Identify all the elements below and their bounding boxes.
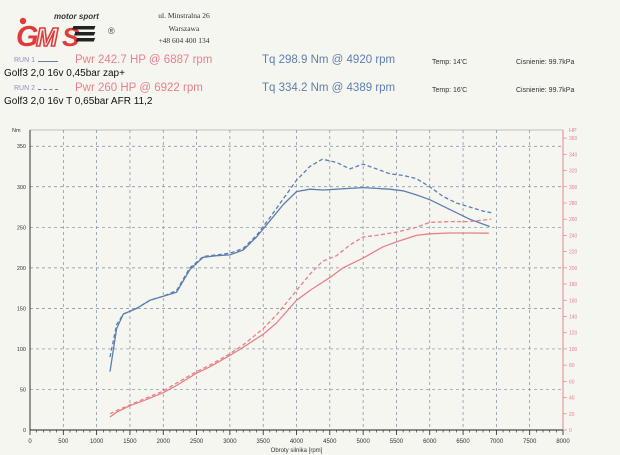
left-tick-label: 350 xyxy=(17,144,26,150)
x-tick-label: 4500 xyxy=(323,439,337,445)
right-tick-label: 260 xyxy=(569,217,578,223)
torque-series-run-2 xyxy=(109,158,492,358)
right-tick-label: 80 xyxy=(569,363,575,369)
left-axis-unit: Nm xyxy=(12,128,21,134)
right-tick-label: 220 xyxy=(569,250,578,256)
svg-text:G: G xyxy=(16,21,39,52)
left-tick-label: 50 xyxy=(20,387,26,393)
run2-torque: Tq 334.2 Nm @ 4389 rpm xyxy=(262,82,396,94)
torque-series-run-1 xyxy=(109,186,490,372)
right-tick-label: 280 xyxy=(569,201,578,207)
right-tick-label: 120 xyxy=(569,331,578,337)
x-tick-label: 5000 xyxy=(356,439,370,445)
run1-power: Pwr 242.7 HP @ 6887 rpm xyxy=(75,54,213,66)
x-tick-label: 8000 xyxy=(556,439,570,445)
right-tick-label: 340 xyxy=(569,152,578,158)
x-tick-label: 3000 xyxy=(223,439,237,445)
run2-temp: Temp: 16'C xyxy=(432,87,468,94)
x-tick-label: 6500 xyxy=(456,439,470,445)
x-tick-label: 1500 xyxy=(123,439,137,445)
run2-legend-line xyxy=(38,89,58,90)
x-tick-label: 500 xyxy=(58,439,69,445)
right-tick-label: 100 xyxy=(569,347,578,353)
right-tick-label: 300 xyxy=(569,185,578,191)
x-tick-label: 7000 xyxy=(490,439,504,445)
left-tick-label: 200 xyxy=(17,266,26,272)
run1-pressure: Cisnienie: 99.7kPa xyxy=(516,59,575,66)
x-axis-label: Obroty silnika [rpm] xyxy=(271,448,323,454)
dyno-chart: 0 500 1000 1500 2000 2500 3000 3500 4000 4500 5000… xyxy=(12,128,578,454)
x-tick-label: 1000 xyxy=(90,439,104,445)
svg-text:M: M xyxy=(36,22,59,52)
right-tick-label: 20 xyxy=(569,412,575,418)
power-series-run-2 xyxy=(109,218,492,415)
run1-config: Golf3 2,0 16v 0,45bar zap+ xyxy=(4,68,125,79)
run2-label: RUN 2 xyxy=(14,85,36,92)
left-tick-label: 250 xyxy=(17,225,26,231)
left-tick-label: 0 xyxy=(23,428,26,434)
left-tick-label: 300 xyxy=(17,185,26,191)
right-tick-label: 360 xyxy=(569,136,578,142)
left-tick-label: 100 xyxy=(17,347,26,353)
gms-motorsport-logo: motor sport G M S ® xyxy=(16,12,115,52)
run1-temp: Temp: 14'C xyxy=(432,59,468,66)
run2-pressure: Cisnienie: 99.7kPa xyxy=(516,87,575,94)
svg-text:®: ® xyxy=(108,26,115,36)
right-axis-unit: HP xyxy=(569,128,577,134)
address-street: ul. Minstralna 26 xyxy=(158,11,210,20)
run2-config: Golf3 2,0 16v T 0,65bar AFR 11,2 xyxy=(4,96,153,107)
right-tick-label: 160 xyxy=(569,298,578,304)
company-address: ul. Minstralna 26 Warszawa +48 604 400 1… xyxy=(148,10,220,48)
address-phone: +48 604 400 134 xyxy=(158,36,210,45)
run1-torque: Tq 298.9 Nm @ 4920 rpm xyxy=(262,54,396,66)
x-tick-label: 0 xyxy=(28,439,32,445)
right-tick-label: 140 xyxy=(569,314,578,320)
svg-text:motor sport: motor sport xyxy=(54,12,99,21)
x-tick-label: 5500 xyxy=(390,439,404,445)
right-tick-label: 240 xyxy=(569,233,578,239)
address-city: Warszawa xyxy=(168,23,200,33)
power-series-run-1 xyxy=(109,232,489,418)
right-tick-label: 180 xyxy=(569,282,578,288)
right-tick-label: 200 xyxy=(569,266,578,272)
right-tick-label: 320 xyxy=(569,169,578,175)
run1-label: RUN 1 xyxy=(14,57,36,64)
x-tick-label: 4000 xyxy=(290,439,304,445)
left-tick-label: 150 xyxy=(17,306,26,312)
x-tick-label: 2500 xyxy=(190,439,204,445)
run2-power: Pwr 260 HP @ 6922 rpm xyxy=(75,82,203,94)
run1-legend-line xyxy=(38,61,58,62)
x-tick-label: 3500 xyxy=(257,439,271,445)
x-tick-label: 6000 xyxy=(423,439,437,445)
right-tick-label: 0 xyxy=(569,428,572,434)
x-tick-label: 7500 xyxy=(523,439,537,445)
right-tick-label: 60 xyxy=(569,379,575,385)
right-tick-label: 40 xyxy=(569,396,575,402)
x-tick-label: 2000 xyxy=(157,439,171,445)
